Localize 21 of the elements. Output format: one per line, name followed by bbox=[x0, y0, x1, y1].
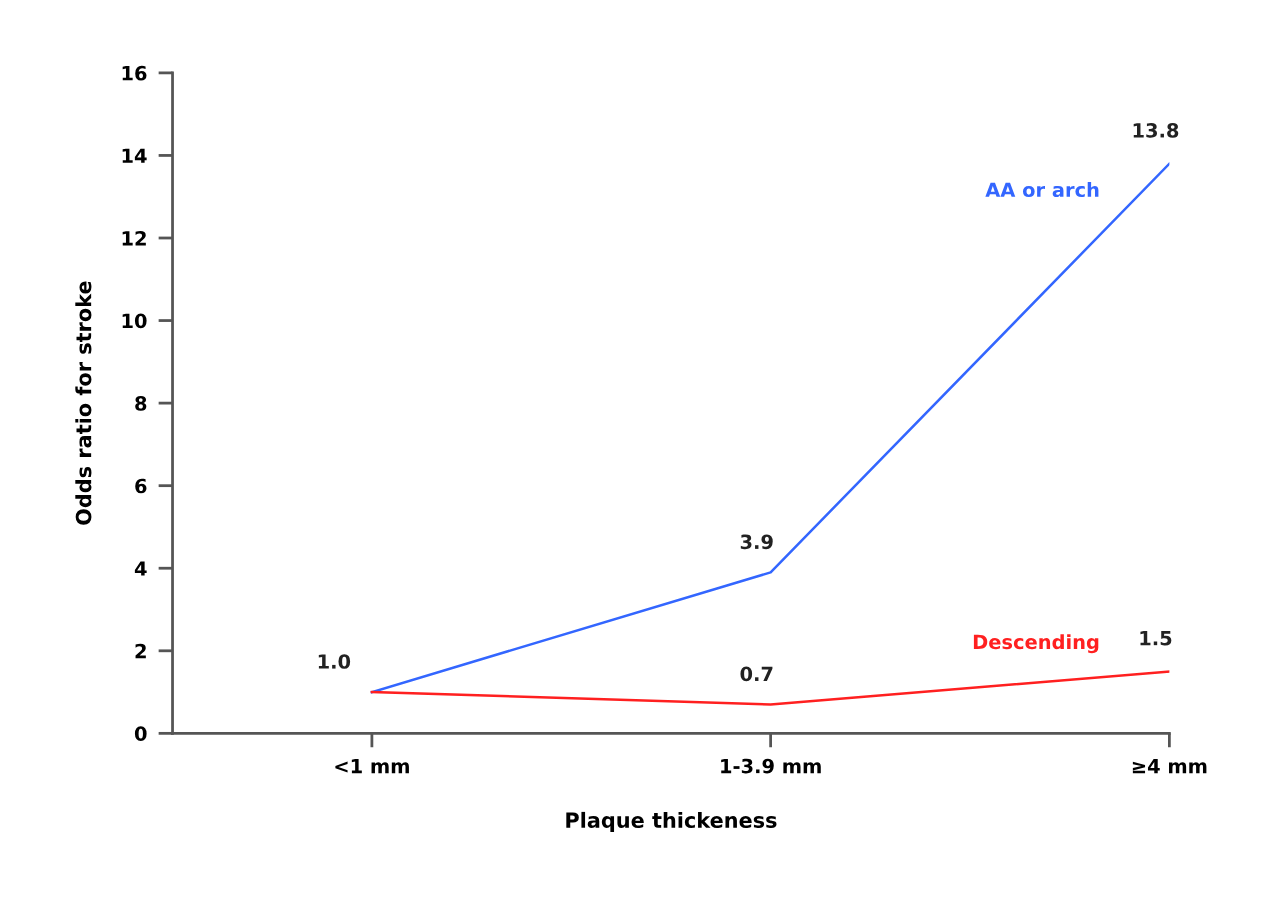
x-tick-label: ≥4 mm bbox=[1132, 758, 1207, 774]
y-tick-label: 6 bbox=[135, 478, 147, 494]
y-tick-label: 12 bbox=[122, 230, 146, 246]
data-label: 1.0 bbox=[318, 654, 351, 669]
y-tick-label: 16 bbox=[122, 65, 147, 81]
series-label: Descending bbox=[973, 634, 1099, 654]
y-tick-label: 4 bbox=[134, 561, 147, 576]
y-tick-label: 8 bbox=[135, 396, 147, 411]
data-label: 0.7 bbox=[740, 666, 773, 682]
data-label: 13.8 bbox=[1133, 123, 1179, 138]
x-tick-label: 1-3.9 mm bbox=[721, 758, 821, 774]
y-tick-label: 0 bbox=[134, 726, 147, 742]
y-tick-label: 2 bbox=[135, 643, 146, 659]
x-axis-title: Plaque thickeness bbox=[566, 811, 777, 833]
data-label: 3.9 bbox=[740, 534, 773, 550]
y-tick-label: 14 bbox=[122, 148, 147, 163]
y-tick-label: 10 bbox=[122, 313, 147, 329]
data-label: 1.5 bbox=[1140, 630, 1172, 646]
y-axis-title: Odds ratio for stroke bbox=[75, 281, 92, 525]
series-label: AA or arch bbox=[985, 182, 1099, 198]
x-tick-label: <1 mm bbox=[335, 758, 409, 774]
